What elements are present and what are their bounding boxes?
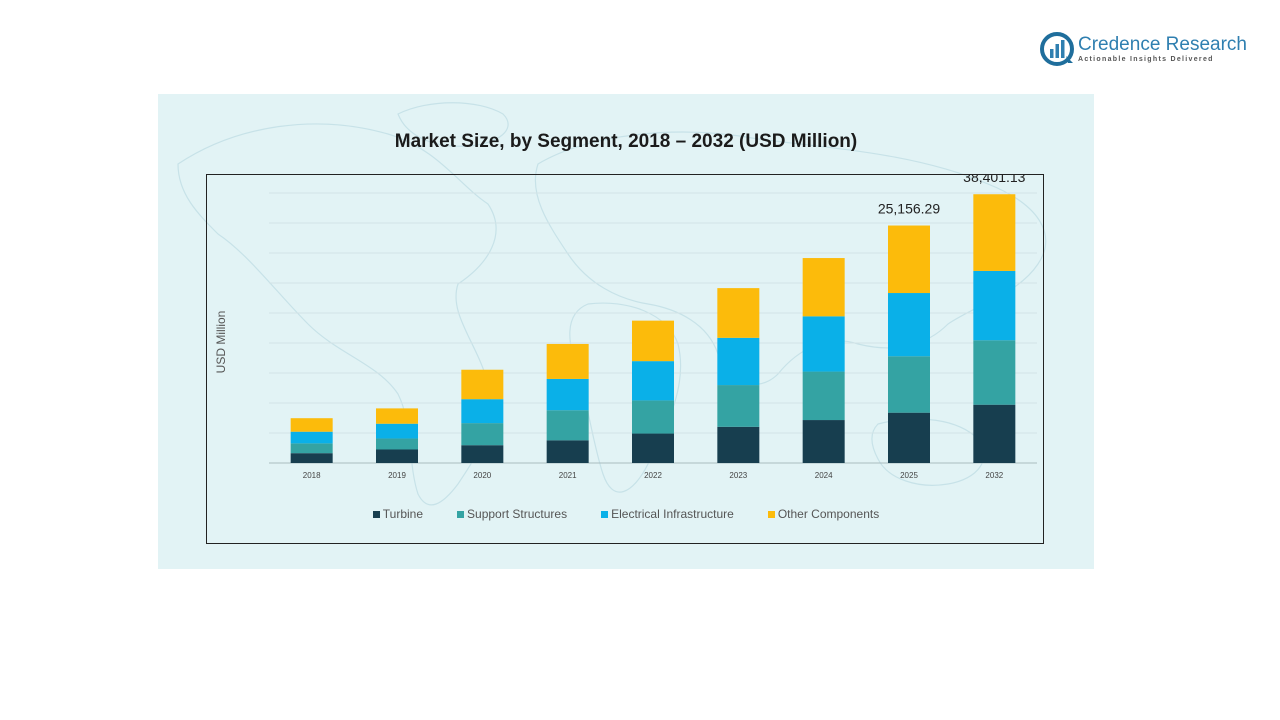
bar-turbine-2021 <box>546 440 589 463</box>
bar-electrical-infrastructure-2021 <box>546 378 589 411</box>
bar-support-structures-2025 <box>888 356 930 413</box>
legend-label: Turbine <box>382 507 424 521</box>
bar-electrical-infrastructure-2020 <box>461 399 504 424</box>
bar-support-structures-2021 <box>546 410 589 441</box>
plot-frame: 2018 2019 2020 2021 2022 2023 2024 2025 2032 25,1… <box>206 174 1044 544</box>
bar-support-structures-2022 <box>632 400 674 434</box>
bar-support-structures-2019 <box>376 438 418 450</box>
x-tick-label: 2022 <box>644 471 662 480</box>
stacked-bar-chart: 2018 2019 2020 2021 2022 2023 2024 2025 2032 25,1… <box>269 175 1037 480</box>
x-tick-label: 2024 <box>815 471 833 480</box>
bar-turbine-2032 <box>973 404 1016 463</box>
legend-label: Support Structures <box>467 507 568 521</box>
brand-logo: Credence Research Actionable Insights De… <box>1040 32 1260 68</box>
bar-other-components-2020 <box>461 369 504 400</box>
bar-electrical-infrastructure-2025 <box>888 293 930 357</box>
bar-electrical-infrastructure-2019 <box>376 423 418 439</box>
bar-turbine-2023 <box>717 426 760 463</box>
legend-item-other-components: Other Components <box>767 507 880 521</box>
x-tick-label: 2023 <box>729 471 747 480</box>
bar-other-components-2025 <box>888 225 930 294</box>
bar-electrical-infrastructure-2024 <box>802 316 845 372</box>
bar-other-components-2032 <box>973 194 1016 271</box>
credence-logo-icon <box>1040 32 1074 66</box>
x-tick-label: 2032 <box>985 471 1003 480</box>
legend-label: Electrical Infrastructure <box>611 507 734 521</box>
bar-turbine-2024 <box>802 420 845 463</box>
bar-other-components-2022 <box>632 320 674 362</box>
bar-electrical-infrastructure-2018 <box>290 431 333 444</box>
data-label-2032: 38,401.13 <box>963 175 1025 185</box>
bar-other-components-2018 <box>290 418 333 432</box>
legend-item-electrical-infrastructure: Electrical Infrastructure <box>601 507 734 521</box>
bar-electrical-infrastructure-2022 <box>632 361 674 401</box>
bar-other-components-2024 <box>802 258 845 317</box>
legend-item-support-structures: Support Structures <box>457 507 567 521</box>
legend-swatch <box>767 510 775 518</box>
legend-label: Other Components <box>777 507 880 521</box>
bar-turbine-2022 <box>632 433 674 463</box>
bar-turbine-2025 <box>888 412 930 463</box>
legend-swatch <box>457 510 465 518</box>
chart-title: Market Size, by Segment, 2018 – 2032 (US… <box>394 131 858 152</box>
bar-support-structures-2023 <box>717 385 760 427</box>
legend-swatch <box>372 510 380 518</box>
bar-support-structures-2020 <box>461 423 504 446</box>
legend-swatch <box>601 510 609 518</box>
bar-support-structures-2024 <box>802 371 845 421</box>
brand-tagline: Actionable Insights Delivered <box>1078 56 1214 63</box>
bar-electrical-infrastructure-2023 <box>717 337 760 386</box>
bar-electrical-infrastructure-2032 <box>973 270 1016 341</box>
data-label-2025: 25,156.29 <box>878 201 940 217</box>
x-tick-label: 2019 <box>388 471 406 480</box>
bar-turbine-2020 <box>461 445 504 463</box>
x-tick-label: 2025 <box>900 471 918 480</box>
bar-other-components-2023 <box>717 288 760 338</box>
x-tick-label: 2021 <box>559 471 577 480</box>
x-tick-label: 2020 <box>473 471 491 480</box>
chart-legend: Turbine Support Structures Electrical Infr… <box>207 507 1045 521</box>
bar-support-structures-2032 <box>973 340 1016 405</box>
bar-support-structures-2018 <box>290 443 333 454</box>
bar-turbine-2019 <box>376 449 418 463</box>
bar-other-components-2019 <box>376 408 418 424</box>
x-tick-label: 2018 <box>303 471 321 480</box>
bar-turbine-2018 <box>290 453 333 463</box>
y-axis-label: USD Million <box>214 310 228 374</box>
legend-item-turbine: Turbine <box>372 507 424 521</box>
chart-panel: Market Size, by Segment, 2018 – 2032 (US… <box>158 94 1094 569</box>
bar-other-components-2021 <box>546 343 589 379</box>
brand-name: Credence Research <box>1078 34 1247 55</box>
